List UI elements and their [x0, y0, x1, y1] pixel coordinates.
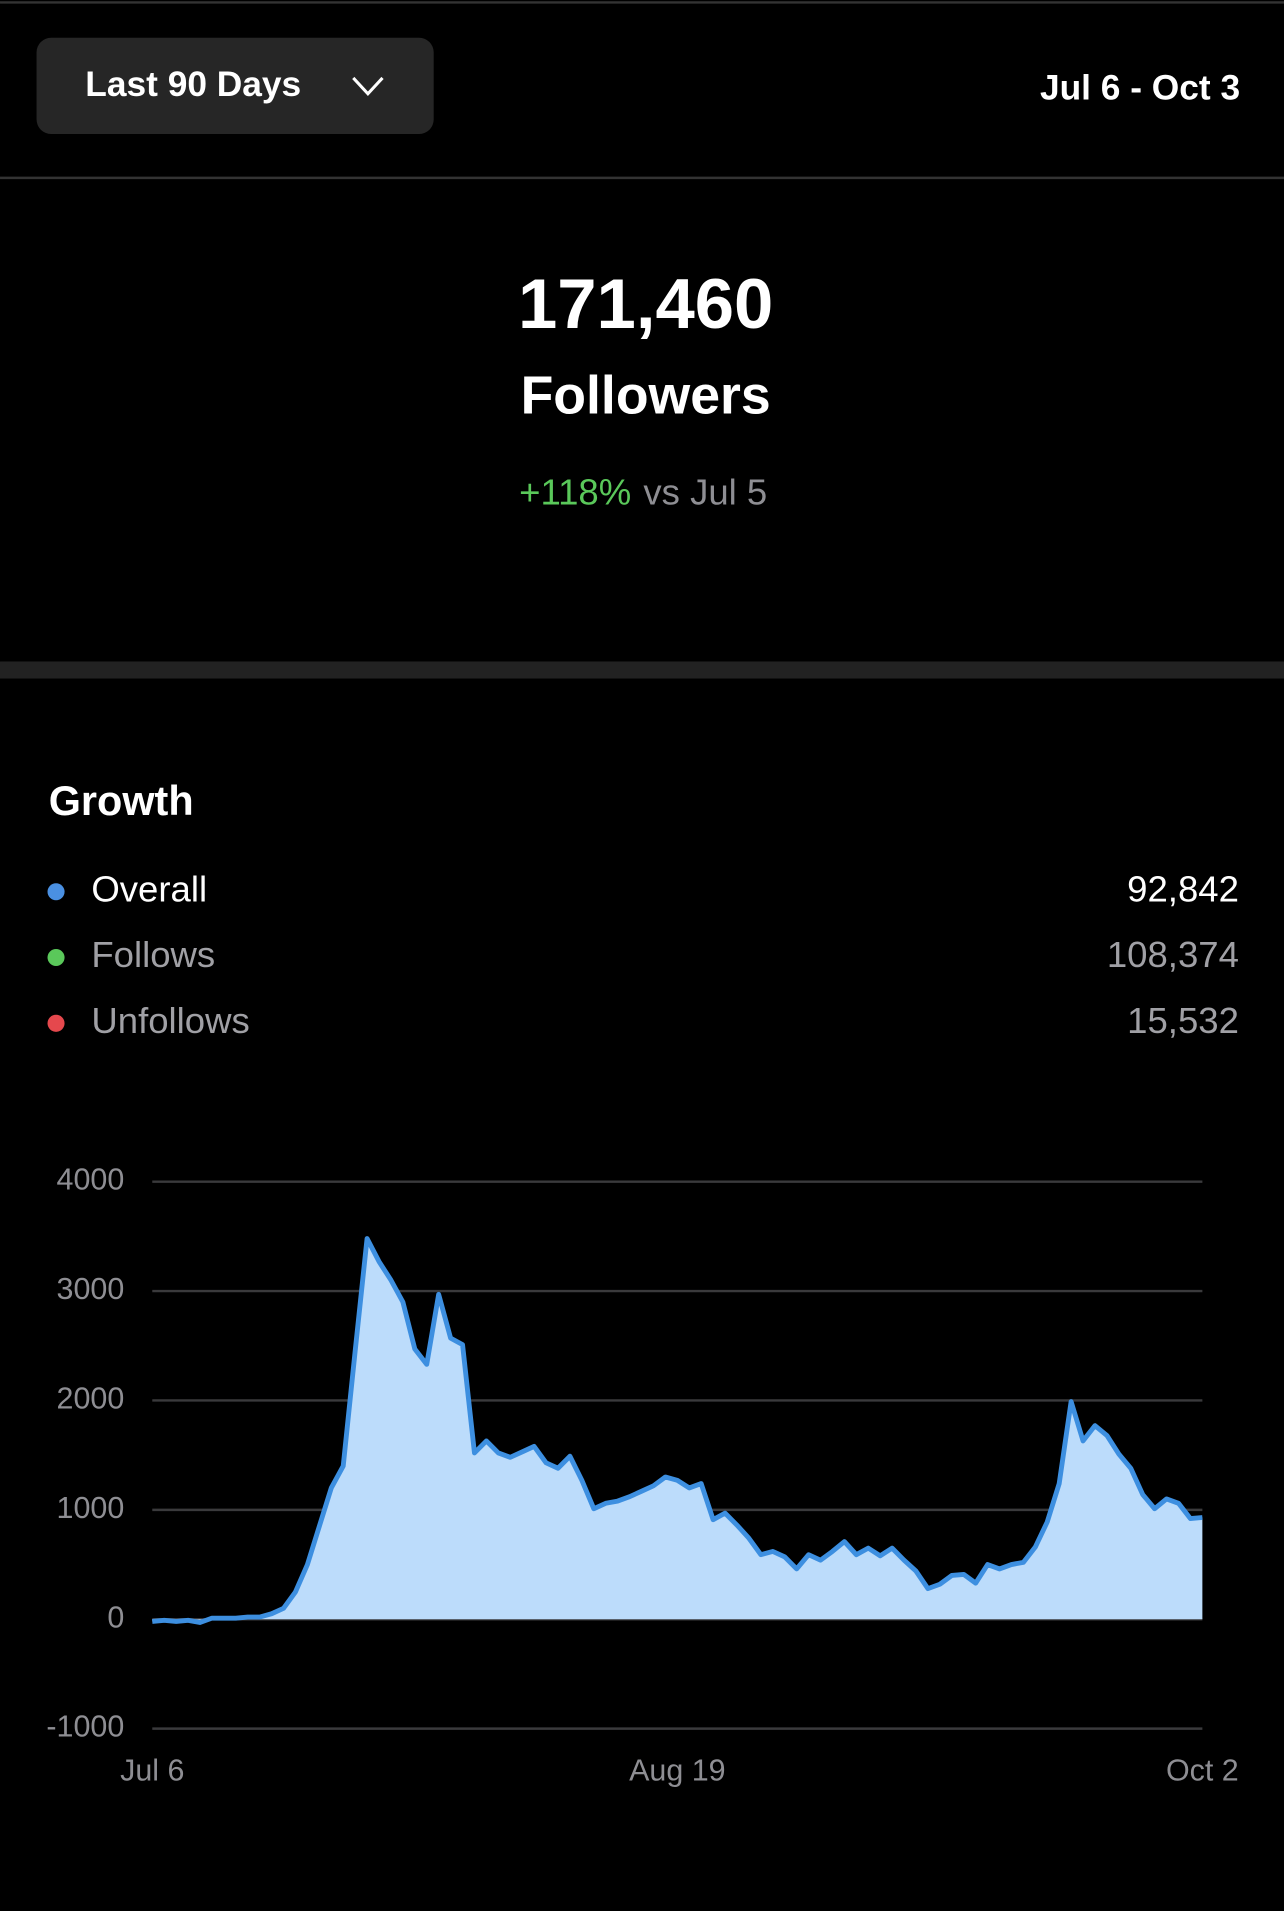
area-fill	[152, 1238, 1203, 1623]
y-tick-label: 0	[107, 1600, 124, 1634]
legend-dot	[47, 948, 65, 967]
legend-dot	[47, 1014, 65, 1032]
y-tick-label: 1000	[57, 1491, 125, 1525]
legend-dot	[47, 883, 65, 901]
area-line	[152, 1236, 1203, 1625]
range-button[interactable]: Last 90 Days	[36, 37, 434, 135]
comparison: vs Jul 5	[643, 471, 767, 512]
follower-label: Followers	[521, 366, 771, 426]
section-separator	[0, 661, 1284, 679]
y-tick-label: -1000	[46, 1710, 124, 1744]
legend-name: Overall	[91, 868, 207, 909]
x-tick-label: Aug 19	[629, 1754, 725, 1788]
legend-value: 92,842	[1127, 868, 1239, 909]
x-tick-label: Oct 2	[1166, 1754, 1239, 1788]
chart: -1000 0 1000 2000 3000 4000 Jul 6 Aug 19 Oct 2	[46, 1163, 1238, 1788]
y-tick-label: 2000	[57, 1381, 125, 1415]
legend-value: 15,532	[1127, 1000, 1239, 1041]
growth-title: Growth	[49, 778, 194, 824]
follower-count: 171,460	[518, 264, 773, 343]
x-tick-label: Jul 6	[120, 1754, 184, 1788]
legend-name: Unfollows	[91, 1000, 249, 1041]
legend-name: Follows	[91, 934, 215, 975]
legend: Overall 92,842 Follows 108,374 Unfollows 15,5…	[47, 868, 1239, 1041]
date-range: Jul 6 - Oct 3	[1040, 68, 1240, 107]
y-tick-label: 3000	[57, 1272, 125, 1306]
change-line: +118% vs Jul 5	[519, 471, 767, 512]
y-tick-label: 4000	[57, 1163, 125, 1197]
range-button-label: Last 90 Days	[85, 65, 301, 104]
change-percent: +118%	[519, 471, 631, 512]
range-button-bg	[36, 37, 434, 135]
chevron-icon	[352, 76, 384, 97]
legend-value: 108,374	[1107, 934, 1239, 975]
